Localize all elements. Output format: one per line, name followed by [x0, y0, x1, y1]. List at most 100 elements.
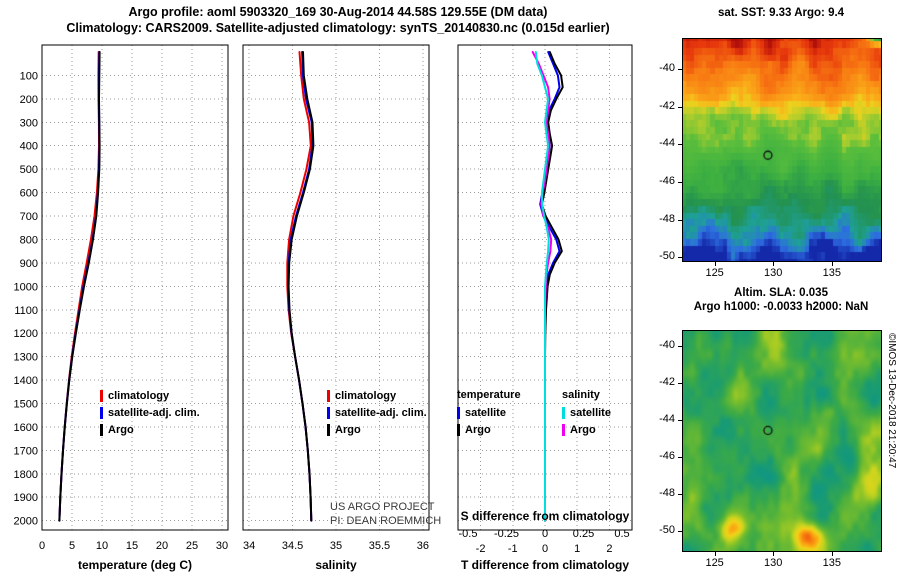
difference-profile-salinity-satellite-curve [534, 51, 550, 522]
map-tick-label: 125 [705, 557, 724, 569]
temperature-axis-label: temperature (deg C) [77, 558, 193, 572]
legend-label: Argo [570, 423, 596, 436]
map-tick-label: -44 [659, 137, 675, 150]
tick-label: 1100 [14, 305, 38, 317]
map-tick-label: 135 [822, 267, 841, 279]
tick-label: 500 [20, 164, 38, 176]
legend-item-argo: Argo [327, 421, 427, 438]
salinity-profile-frame [242, 44, 430, 531]
t-satellite-line-swatch [457, 406, 460, 419]
map-tick-label: -44 [659, 412, 675, 425]
legend-item-satellite-adj-clim: satellite-adj. clim. [100, 404, 200, 421]
map-tick-label: -42 [659, 99, 675, 112]
map-tick-label: -48 [659, 486, 675, 499]
tick-label: 200 [20, 94, 38, 106]
legend-item-t-argo: Argo [457, 421, 521, 438]
legend-item-s-argo: Argo [562, 421, 611, 438]
salinity-profile-panel: 34 34.5 35 35.5 36 [242, 44, 430, 552]
legend-label: climatology [108, 389, 170, 402]
tick-label: 2000 [14, 516, 38, 528]
legend-label: climatology [335, 389, 397, 402]
tick-label: 0.25 [573, 528, 594, 540]
tick-label: 1200 [14, 328, 38, 340]
map-tick-mark [714, 262, 716, 266]
tick-label: 1300 [14, 352, 38, 364]
tick-label: 1700 [14, 445, 38, 457]
tick-label: 1 [574, 543, 580, 555]
map-tick-mark [831, 552, 833, 556]
sst-map-title: sat. SST: 9.33 Argo: 9.4 [717, 7, 845, 19]
map-tick-label: 130 [764, 557, 783, 569]
legend-label: satellite-adj. clim. [108, 406, 200, 419]
tick-label: 15 [126, 540, 138, 552]
us-argo-project-watermark: US ARGO PROJECT PI: DEAN ROEMMICH [330, 500, 441, 528]
difference-profile-temperature-satellite-curve [539, 51, 561, 522]
sst-map-canvas [682, 38, 882, 262]
map-tick-mark [678, 219, 682, 221]
watermark-line2: PI: DEAN ROEMMICH [330, 515, 442, 527]
tick-label: 0 [542, 528, 548, 540]
tick-label: 0 [39, 540, 45, 552]
map-tick-mark [678, 69, 682, 71]
climatology-line-swatch [327, 389, 330, 402]
map-tick-label: -42 [659, 375, 675, 388]
tick-label: 700 [20, 211, 38, 223]
map-tick-label: -40 [659, 338, 675, 351]
sla-map-canvas [682, 330, 882, 552]
difference-profile-panel: -2 -1 0 1 2 -0.5 -0.25 0 0.25 0.5 [457, 44, 633, 555]
map-tick-label: -46 [659, 449, 675, 462]
sla-map-title-line1: Altim. SLA: 0.035 [734, 287, 828, 299]
difference-legend-temperature: temperature satellite Argo [457, 387, 521, 438]
tick-label: 600 [20, 188, 38, 200]
tick-label: 1600 [14, 422, 38, 434]
legend-item-satellite-adj-clim: satellite-adj. clim. [327, 404, 427, 421]
tick-label: 36 [417, 540, 429, 552]
tick-label: 25 [186, 540, 198, 552]
tick-label: 34.5 [282, 540, 303, 552]
map-tick-mark [678, 419, 682, 421]
temperature-legend: climatology satellite-adj. clim. Argo [100, 387, 200, 438]
legend-label: satellite-adj. clim. [335, 406, 427, 419]
temperature-profile-panel: 0 5 10 15 20 25 30 100 200 300 400 500 600 700 800 900 1… [14, 44, 229, 552]
legend-item-t-satellite: satellite [457, 404, 521, 421]
difference-profile-frame [457, 44, 633, 531]
argo-line-swatch [100, 423, 103, 436]
tick-label: 400 [20, 141, 38, 153]
legend-label: satellite [465, 406, 506, 419]
watermark-line1: US ARGO PROJECT [330, 501, 435, 513]
map-tick-label: 125 [705, 267, 724, 279]
map-tick-mark [678, 382, 682, 384]
legend-label: Argo [108, 423, 134, 436]
climatology-line-swatch [100, 389, 103, 402]
legend-label: Argo [465, 423, 491, 436]
sla-map-title: Altim. SLA: 0.035 Argo h1000: -0.0033 h2… [661, 286, 900, 314]
map-tick-mark [678, 493, 682, 495]
temperature-profile-climatology-curve [58, 51, 100, 522]
legend-item-climatology: climatology [100, 387, 200, 404]
sla-map: 125 130 135 -40 -42 -44 -46 -48 -50 [659, 330, 882, 569]
map-tick-mark [773, 552, 775, 556]
temperature-profile-frame [41, 44, 229, 531]
map-tick-mark [678, 257, 682, 259]
map-tick-mark [773, 262, 775, 266]
tick-label: 1400 [14, 375, 38, 387]
argo-line-swatch [327, 423, 330, 436]
map-tick-mark [678, 530, 682, 532]
tick-label: -0.25 [494, 528, 519, 540]
map-tick-label: -50 [659, 250, 675, 263]
map-tick-mark [678, 456, 682, 458]
satellite-adj-clim-line-swatch [100, 406, 103, 419]
salinity-legend: climatology satellite-adj. clim. Argo [327, 387, 427, 438]
legend-item-s-satellite: satellite [562, 404, 611, 421]
sst-map: 125 130 135 -40 -42 -44 -46 -48 -50 [659, 38, 882, 279]
t-difference-axis-label: T difference from climatology [460, 558, 630, 572]
tick-label: -0.5 [459, 528, 478, 540]
tick-label: 35.5 [369, 540, 390, 552]
tick-label: 1900 [14, 492, 38, 504]
figure-title-line2: Climatology: CARS2009. Satellite-adjuste… [66, 21, 610, 35]
tick-label: 800 [20, 234, 38, 246]
map-tick-label: -48 [659, 212, 675, 225]
tick-label: 2 [606, 543, 612, 555]
